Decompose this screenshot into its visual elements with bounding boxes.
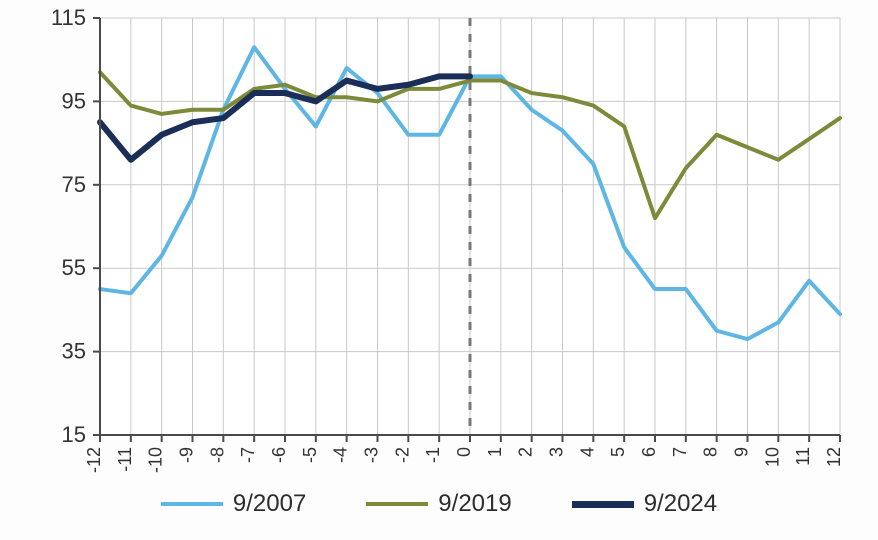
legend-swatch: [366, 502, 428, 506]
x-tick-label: -12: [84, 447, 104, 473]
x-tick-label: 1: [485, 447, 505, 457]
legend-item: 9/2024: [572, 490, 717, 518]
x-tick-label: -5: [300, 447, 320, 463]
x-tick-label: -6: [269, 447, 289, 463]
line-chart: -12-11-10-9-8-7-6-5-4-3-2-10123456789101…: [0, 0, 878, 540]
y-tick-label: 115: [51, 5, 86, 30]
legend-label: 9/2024: [644, 490, 717, 518]
x-tick-label: 11: [793, 447, 813, 466]
x-tick-label: -10: [146, 447, 166, 473]
legend-swatch: [161, 502, 223, 506]
y-tick-label: 75: [62, 172, 86, 197]
legend-label: 9/2019: [438, 490, 511, 518]
y-tick-label: 95: [62, 88, 86, 113]
y-tick-label: 15: [62, 422, 86, 447]
x-tick-label: 12: [824, 447, 844, 467]
x-tick-label: 7: [670, 447, 690, 457]
x-tick-label: 10: [762, 447, 782, 467]
x-tick-label: -4: [331, 447, 351, 463]
x-tick-label: -8: [207, 447, 227, 463]
legend: 9/2007 9/2019 9/2024: [0, 490, 878, 518]
legend-swatch: [572, 501, 634, 508]
x-tick-label: -7: [238, 447, 258, 463]
legend-item: 9/2007: [161, 490, 306, 518]
x-tick-label: 2: [516, 447, 536, 457]
x-tick-label: 6: [639, 447, 659, 457]
x-tick-label: -9: [177, 447, 197, 463]
y-tick-label: 55: [62, 255, 86, 280]
x-tick-label: -1: [423, 447, 443, 463]
x-tick-label: -2: [392, 447, 412, 463]
chart-container: -12-11-10-9-8-7-6-5-4-3-2-10123456789101…: [0, 0, 878, 540]
legend-label: 9/2007: [233, 490, 306, 518]
x-tick-label: 0: [454, 447, 474, 457]
x-tick-label: 8: [701, 447, 721, 457]
x-tick-label: 3: [547, 447, 567, 457]
legend-item: 9/2019: [366, 490, 511, 518]
x-tick-label: -11: [115, 447, 135, 472]
y-tick-label: 35: [62, 339, 86, 364]
x-tick-label: 9: [732, 447, 752, 457]
x-tick-label: 4: [577, 447, 597, 457]
x-tick-label: 5: [608, 447, 628, 457]
x-tick-label: -3: [362, 447, 382, 463]
